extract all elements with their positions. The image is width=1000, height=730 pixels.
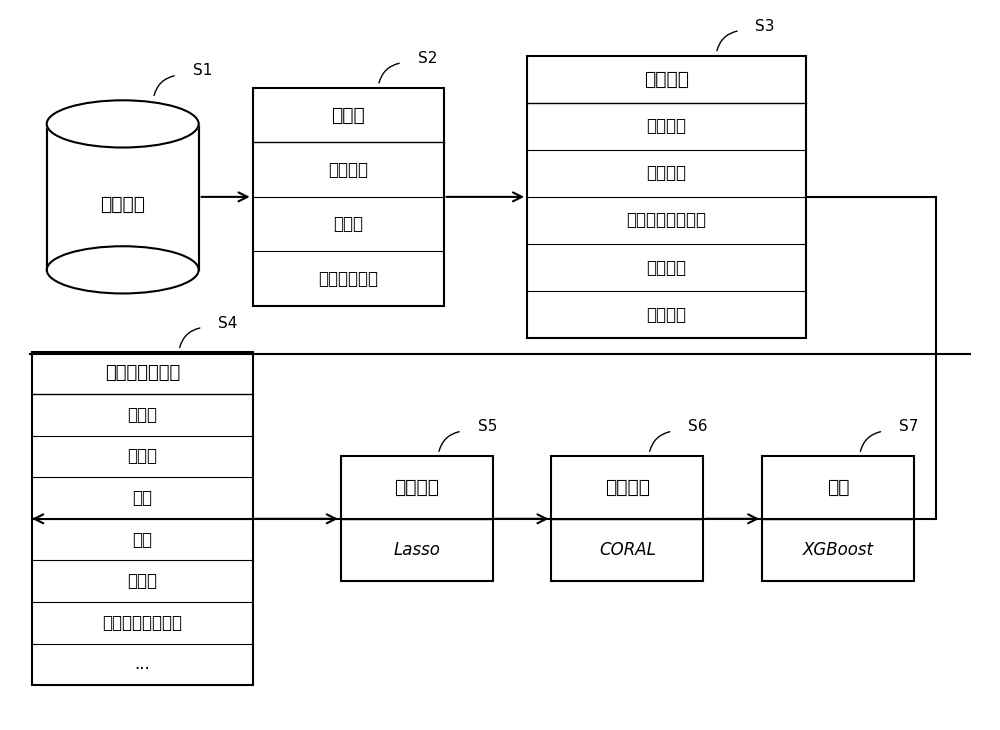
Bar [762,456,914,581]
Text: 色度特征: 色度特征 [647,306,687,323]
Text: 降采样: 降采样 [333,215,363,233]
Bar [527,55,806,338]
Text: 语音信号: 语音信号 [100,195,145,214]
Text: 特征选择: 特征选择 [394,478,439,497]
Bar [32,353,253,685]
Text: 梅尔频率倒谱系数: 梅尔频率倒谱系数 [627,212,707,229]
Text: 声学特征: 声学特征 [647,118,687,135]
Bar [47,124,199,270]
Text: S4: S4 [218,315,238,331]
Text: 特征统计量计算: 特征统计量计算 [105,364,180,383]
Text: S3: S3 [755,19,775,34]
Text: 迁移学习: 迁移学习 [605,478,650,497]
Bar [253,88,444,306]
Bar [341,456,493,581]
Ellipse shape [47,246,199,293]
Text: S1: S1 [193,64,212,78]
Text: 极差: 极差 [132,489,152,507]
Text: 频域特征: 频域特征 [647,164,687,182]
Text: S6: S6 [688,419,708,434]
Text: CORAL: CORAL [599,541,656,559]
Text: S5: S5 [478,419,497,434]
Text: 特征提取: 特征提取 [644,69,689,88]
Text: 预处理: 预处理 [331,106,365,125]
Text: 线性回归的截距项: 线性回归的截距项 [102,614,182,631]
Text: 分类: 分类 [827,478,849,497]
Text: ...: ... [134,656,150,673]
Ellipse shape [47,100,199,147]
Text: 中位数: 中位数 [127,572,157,590]
Text: 最小值: 最小值 [127,447,157,466]
Text: 均值: 均值 [132,531,152,549]
Text: 停顿特征: 停顿特征 [647,258,687,277]
Bar [551,456,703,581]
Text: Lasso: Lasso [393,541,440,559]
Text: 移除静音片段: 移除静音片段 [318,269,378,288]
Text: 高通滤波: 高通滤波 [328,161,368,179]
Text: S7: S7 [899,419,918,434]
Text: S2: S2 [418,51,437,66]
Text: XGBoost: XGBoost [803,541,874,559]
Text: 最大值: 最大值 [127,406,157,424]
